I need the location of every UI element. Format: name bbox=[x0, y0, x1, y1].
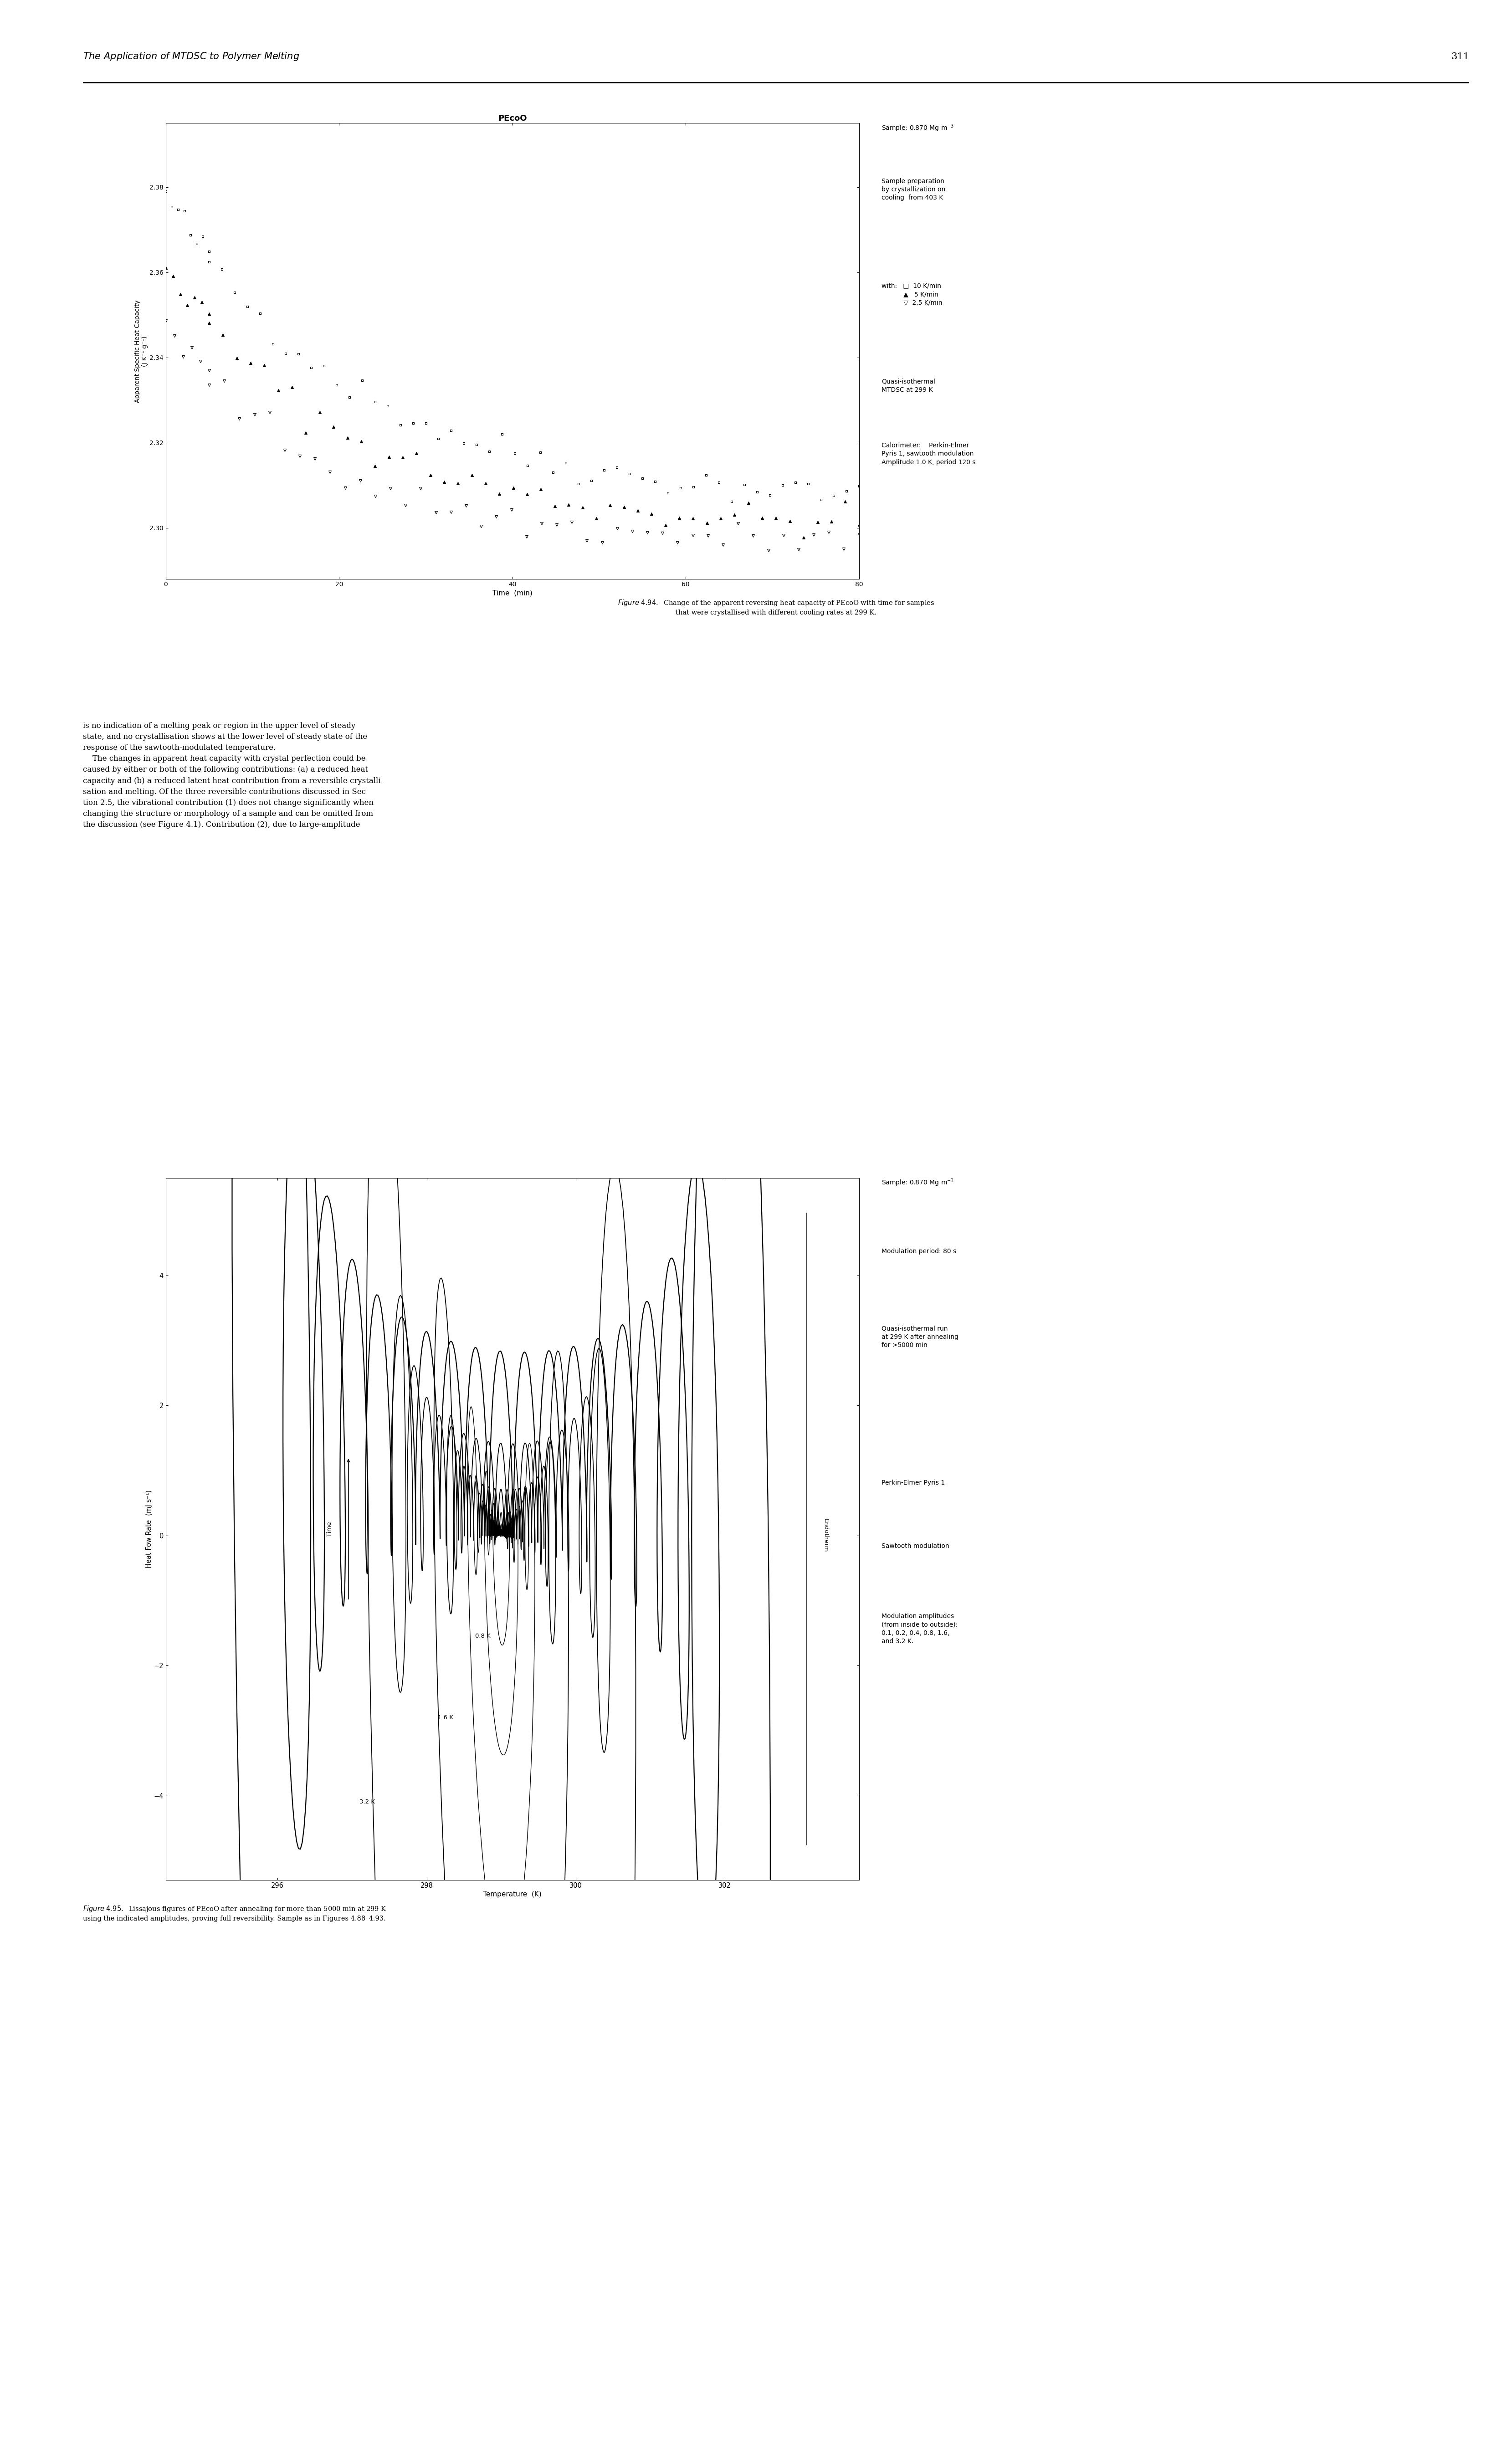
Y-axis label: Apparent Specific Heat Capacity
(J K⁻¹ g⁻¹): Apparent Specific Heat Capacity (J K⁻¹ g… bbox=[134, 301, 148, 402]
Text: Modulation amplitudes
(from inside to outside):
0.1, 0.2, 0.4, 0.8, 1.6,
and 3.2: Modulation amplitudes (from inside to ou… bbox=[882, 1614, 958, 1643]
Text: is no indication of a melting peak or region in the upper level of steady
state,: is no indication of a melting peak or re… bbox=[83, 722, 383, 828]
Text: Sample: 0.870 Mg m$^{-3}$: Sample: 0.870 Mg m$^{-3}$ bbox=[882, 123, 954, 133]
Text: 3.2 K: 3.2 K bbox=[360, 1799, 375, 1806]
Title: PEcoO: PEcoO bbox=[497, 113, 527, 123]
Text: 311: 311 bbox=[1451, 52, 1469, 62]
Text: Endotherm: Endotherm bbox=[823, 1518, 829, 1552]
Text: B: B bbox=[499, 1533, 503, 1538]
Text: Sample preparation
by crystallization on
cooling  from 403 K: Sample preparation by crystallization on… bbox=[882, 177, 945, 202]
Text: $\mathit{The\ Application\ of\ MTDSC\ to\ Polymer\ Melting}$: $\mathit{The\ Application\ of\ MTDSC\ to… bbox=[83, 52, 300, 62]
Text: Modulation period: 80 s: Modulation period: 80 s bbox=[882, 1249, 957, 1254]
Text: with:   □  10 K/min
           ▲   5 K/min
           ▽  2.5 K/min: with: □ 10 K/min ▲ 5 K/min ▽ 2.5 K/min bbox=[882, 283, 942, 306]
Text: Perkin-Elmer Pyris 1: Perkin-Elmer Pyris 1 bbox=[882, 1481, 945, 1486]
Text: $\mathit{Figure\ 4.95.}$  Lissajous figures of PEcoO after annealing for more th: $\mathit{Figure\ 4.95.}$ Lissajous figur… bbox=[83, 1905, 387, 1922]
Text: 1.6 K: 1.6 K bbox=[439, 1715, 454, 1720]
Text: Quasi-isothermal
MTDSC at 299 K: Quasi-isothermal MTDSC at 299 K bbox=[882, 379, 936, 394]
Text: 0.8 K: 0.8 K bbox=[475, 1634, 490, 1639]
Text: Time: Time bbox=[327, 1520, 333, 1538]
Y-axis label: Heat Fow Rate  (mJ s⁻¹): Heat Fow Rate (mJ s⁻¹) bbox=[146, 1491, 152, 1567]
Text: $\mathit{Figure\ 4.94.}$  Change of the apparent reversing heat capacity of PEco: $\mathit{Figure\ 4.94.}$ Change of the a… bbox=[618, 599, 934, 616]
Text: Sawtooth modulation: Sawtooth modulation bbox=[882, 1542, 949, 1550]
X-axis label: Temperature  (K): Temperature (K) bbox=[484, 1890, 541, 1897]
Text: Quasi-isothermal run
at 299 K after annealing
for >5000 min: Quasi-isothermal run at 299 K after anne… bbox=[882, 1326, 958, 1348]
X-axis label: Time  (min): Time (min) bbox=[493, 589, 532, 596]
Text: Calorimeter:    Perkin-Elmer
Pyris 1, sawtooth modulation
Amplitude 1.0 K, perio: Calorimeter: Perkin-Elmer Pyris 1, sawto… bbox=[882, 444, 975, 466]
Text: Sample: 0.870 Mg m$^{-3}$: Sample: 0.870 Mg m$^{-3}$ bbox=[882, 1178, 954, 1188]
